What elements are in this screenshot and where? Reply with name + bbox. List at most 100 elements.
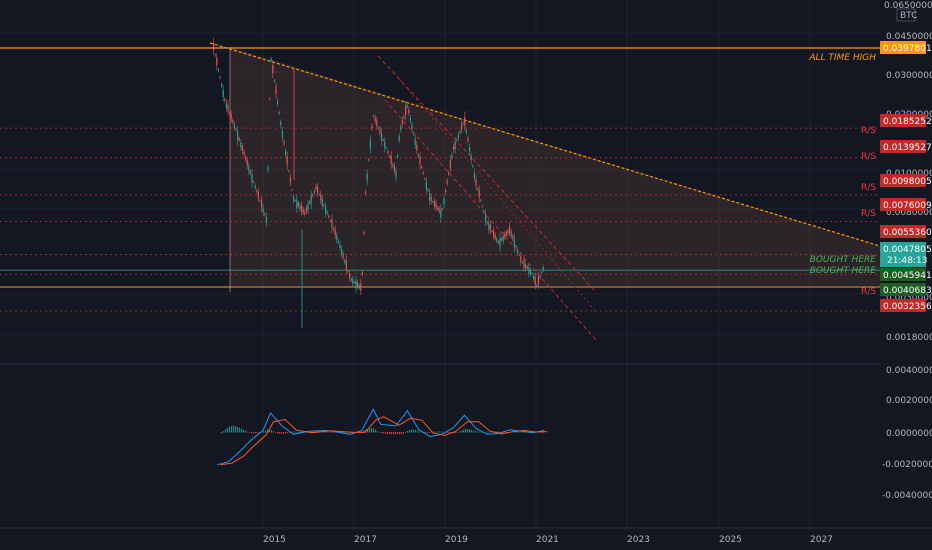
candle-body (449, 160, 451, 168)
time-axis[interactable]: 2015 2017 2019 2021 2023 2025 2027 (0, 527, 932, 545)
candle-body (403, 116, 405, 118)
macd-histogram-bar (282, 432, 284, 434)
candle-body (518, 255, 520, 256)
macd-histogram-bar (522, 431, 524, 433)
macd-histogram-bar (228, 426, 230, 433)
candle-body (318, 194, 320, 196)
candle-body (414, 138, 416, 145)
bought-annotation-1: BOUGHT HERE (810, 255, 877, 265)
candle-body (435, 203, 437, 208)
candle-body (350, 278, 352, 281)
candle-body (517, 249, 519, 253)
badge-resistance-3 (880, 174, 926, 187)
badge-support-3-label: 0.00323565 (883, 302, 932, 312)
macd-histogram-bar (498, 431, 500, 433)
candle-body (313, 191, 315, 193)
macd-histogram-bar (244, 430, 246, 433)
candle-body (382, 139, 384, 141)
candle-body (270, 58, 272, 61)
candle-body (429, 193, 431, 201)
candle-body (235, 129, 237, 131)
candle-body (534, 277, 536, 285)
macd-histogram-bar (268, 429, 270, 433)
macd-line (217, 408, 545, 466)
candle-body (485, 214, 487, 222)
macd-histogram-bar (408, 430, 410, 433)
candle-body (488, 223, 490, 230)
candle-body (219, 77, 221, 79)
candle-body (347, 271, 349, 272)
macd-histogram-bar (432, 431, 434, 433)
badge-ath (880, 41, 926, 54)
candle-body (422, 172, 424, 174)
candle-body (417, 155, 419, 157)
macd-histogram-bar (400, 432, 402, 435)
macd-histogram-bar (478, 431, 480, 433)
candle-body (499, 238, 501, 247)
macd-histogram-bar (236, 426, 238, 433)
candle-body (433, 200, 435, 206)
candle-body (464, 116, 466, 126)
macd-histogram-bar (222, 431, 224, 433)
candle-body (395, 171, 397, 178)
candle-body (425, 181, 427, 190)
macd-histogram-bar (484, 431, 486, 433)
candle-body (374, 117, 376, 122)
candle-body (245, 157, 247, 160)
macd-histogram-bar (252, 432, 254, 434)
candle-body (469, 146, 471, 152)
candle-body (419, 156, 421, 165)
macd-histogram-bar (468, 429, 470, 433)
candle-body (411, 124, 413, 130)
candle-body (256, 190, 258, 192)
candle-body (275, 87, 277, 94)
macd-histogram-bar (390, 432, 392, 435)
candle-body (229, 112, 231, 114)
macd-histogram-bar (436, 431, 438, 433)
candle-body (224, 98, 226, 101)
candle-body (217, 69, 219, 71)
triangle-fill (230, 47, 880, 286)
macd-tick-3: 0.00000000 (886, 429, 932, 439)
candle-body (254, 185, 256, 189)
candle-body (445, 190, 447, 192)
candle-body (299, 205, 301, 210)
macd-histogram-bar (242, 429, 244, 433)
candle-body (453, 146, 455, 151)
candle-body (473, 173, 475, 178)
macd-histogram-bar (262, 431, 264, 433)
candle-body (293, 196, 295, 201)
candle-body (333, 228, 335, 230)
candle-body (494, 234, 496, 239)
bought-annotation-2: BOUGHT HERE (810, 266, 877, 276)
macd-histogram-bar (426, 432, 428, 433)
candle-body (493, 230, 495, 237)
candle-body (344, 260, 346, 263)
rs-label-2: R/S (861, 152, 876, 162)
macd-histogram-bar (470, 429, 472, 433)
macd-histogram-bar (292, 431, 294, 433)
candle-body (288, 170, 290, 172)
macd-histogram-bar (424, 432, 426, 433)
candle-body (513, 239, 515, 248)
candle-body (521, 262, 523, 264)
badge-support-1-label: 0.00459410 (883, 271, 932, 281)
candle-body (323, 205, 325, 206)
macd-histogram-bar (416, 430, 418, 433)
candle-body (232, 120, 234, 123)
candle-body (451, 154, 453, 158)
macd-histogram-bar (398, 432, 400, 435)
badge-resistance-5-label: 0.00553604 (883, 228, 932, 238)
badge-resistance-2-label: 0.01395270 (883, 143, 932, 153)
macd-histogram-bar (396, 432, 398, 435)
macd-histogram-bar (250, 432, 252, 434)
macd-histogram-bar (240, 428, 242, 433)
